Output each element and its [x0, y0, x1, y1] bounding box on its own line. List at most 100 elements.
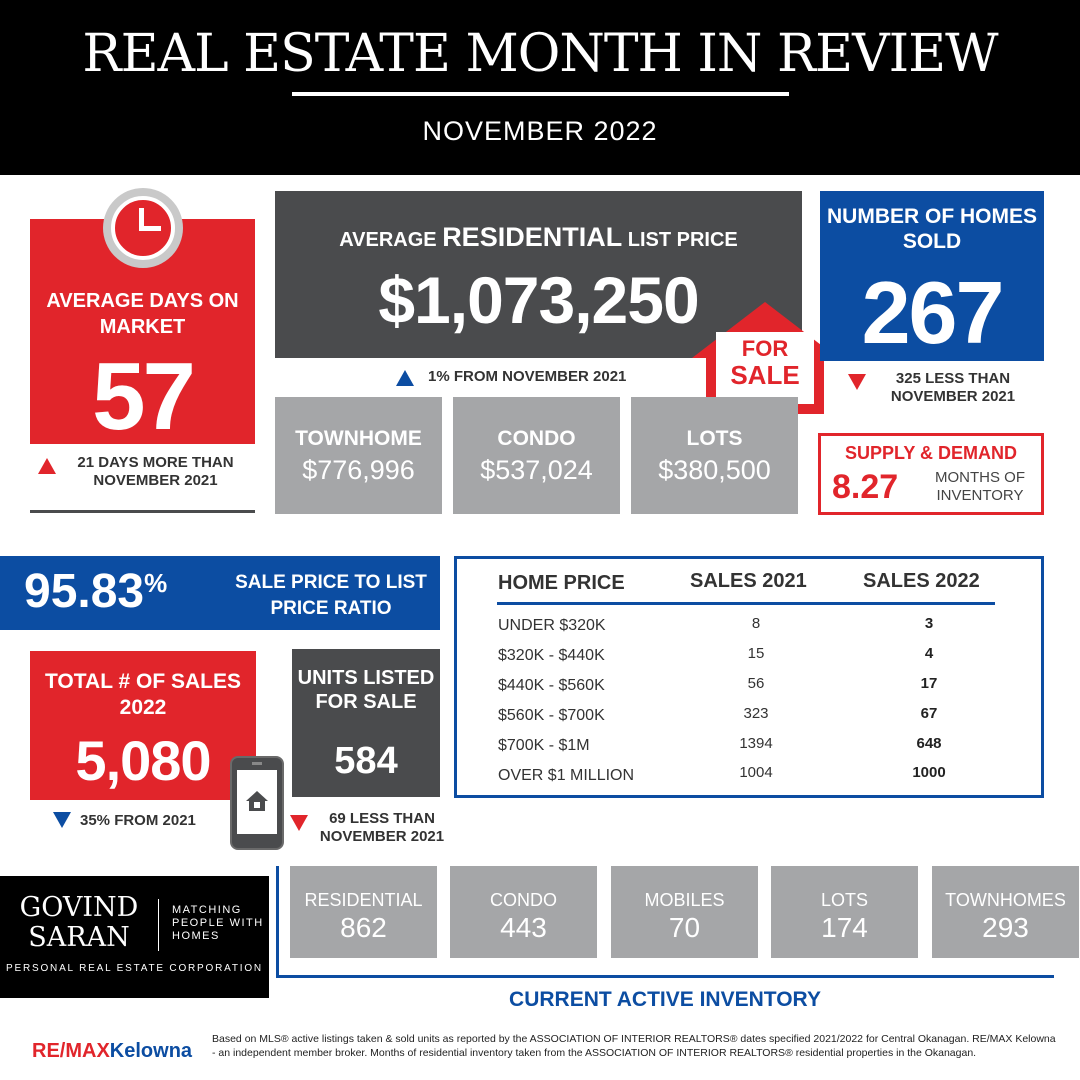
condo-price-card: CONDO $537,024 — [453, 397, 620, 514]
condo-price-value: $537,024 — [480, 455, 593, 485]
remax-logo-blue: Kelowna — [109, 1040, 193, 1062]
phone-speaker — [252, 762, 262, 765]
inventory-label: CONDO — [490, 890, 557, 910]
for-sale-sign — [716, 332, 814, 404]
total-sales-change: 35% FROM 2021 — [80, 812, 196, 829]
for-sale-line1: FOR — [741, 336, 789, 361]
inventory-value: 443 — [500, 912, 547, 943]
home-icon — [246, 791, 268, 811]
page-subtitle: NOVEMBER 2022 — [422, 116, 658, 146]
residential-price-value: $1,073,250 — [378, 263, 699, 337]
table-header-sales-2022: SALES 2022 — [863, 570, 980, 592]
page-title: REAL ESTATE MONTH IN REVIEW — [82, 24, 998, 84]
inventory-residential-card: RESIDENTIAL 862 — [290, 866, 437, 958]
up-arrow-icon — [38, 458, 56, 474]
days-on-market-label: AVERAGE DAYS ON MARKET — [46, 290, 239, 338]
brand-divider — [158, 899, 159, 951]
supply-demand-card — [818, 433, 1044, 515]
inventory-value: 174 — [821, 912, 868, 943]
table-header-sales-2021: SALES 2021 — [690, 570, 807, 592]
table-row-sales-2022: 1000 — [912, 764, 946, 781]
supply-demand-label: SUPPLY & DEMAND — [844, 443, 1018, 463]
table-row-range: $320K - $440K — [498, 647, 605, 664]
inventory-label: TOWNHOMES — [945, 890, 1066, 910]
brand-logo — [0, 876, 269, 998]
inventory-condo-card: CONDO 443 — [450, 866, 597, 958]
inventory-label: LOTS — [820, 890, 868, 910]
residential-label-big: RESIDENTIAL — [442, 222, 623, 252]
brand-tagline: MATCHING PEOPLE WITH HOMES — [172, 904, 264, 942]
inventory-lots-card: LOTS 174 — [771, 866, 918, 958]
townhome-price-value: $776,996 — [302, 455, 415, 485]
table-row-sales-2021: 1394 — [739, 735, 773, 752]
table-row-range: $700K - $1M — [498, 737, 590, 754]
days-on-market-value: 57 — [92, 343, 196, 450]
inventory-label: MOBILES — [644, 890, 725, 910]
down-arrow-icon — [53, 812, 71, 828]
ratio-value: 95.83% — [24, 564, 167, 619]
header-banner — [0, 0, 1080, 175]
disclaimer-text: Based on MLS® active listings taken & so… — [212, 1033, 1056, 1059]
for-sale-text: FOR SALE — [716, 336, 814, 390]
total-sales-value: 5,080 — [75, 729, 211, 792]
remax-logo-red: RE/MAX — [32, 1040, 110, 1062]
inventory-bracket-horizontal — [276, 975, 1054, 978]
inventory-townhomes-card: TOWNHOMES 293 — [932, 866, 1079, 958]
table-row-range: UNDER $320K — [498, 617, 606, 634]
brand-subtitle: PERSONAL REAL ESTATE CORPORATION — [6, 963, 263, 974]
down-arrow-icon — [848, 374, 866, 390]
residential-price-label: AVERAGE RESIDENTIAL LIST PRICE — [275, 222, 802, 253]
lots-price-value: $380,500 — [658, 455, 771, 485]
table-row-range: $560K - $700K — [498, 707, 605, 724]
table-header-home-price: HOME PRICE — [498, 572, 625, 594]
remax-logo: RE/MAXKelowna — [32, 1040, 192, 1063]
table-row-sales-2022: 3 — [924, 615, 934, 632]
units-listed-card — [292, 649, 440, 797]
days-on-market-underline — [30, 510, 255, 513]
clock-face — [111, 196, 175, 260]
table-row-sales-2021: 56 — [747, 675, 765, 692]
inventory-title: CURRENT ACTIVE INVENTORY — [509, 988, 821, 1011]
condo-price-label: CONDO — [497, 427, 576, 450]
inventory-value: 862 — [340, 912, 387, 943]
units-listed-change: 69 LESS THAN NOVEMBER 2021 — [319, 810, 445, 845]
townhome-price-label: TOWNHOME — [295, 427, 422, 450]
homes-sold-value: 267 — [861, 263, 1005, 362]
table-row-range: OVER $1 MILLION — [498, 767, 635, 784]
inventory-bracket-vertical — [276, 866, 279, 978]
table-row-sales-2021: 1004 — [739, 764, 773, 781]
brand-name-line1: GOVIND — [19, 892, 139, 923]
table-row-sales-2021: 15 — [747, 645, 765, 662]
supply-demand-sub: MONTHS OF INVENTORY — [935, 469, 1025, 504]
days-on-market-change: 21 DAYS MORE THAN NOVEMBER 2021 — [77, 454, 234, 489]
table-row-sales-2022: 67 — [920, 705, 938, 722]
residential-label-post: LIST PRICE — [627, 229, 738, 251]
table-header-rule — [497, 602, 995, 605]
lots-price-label: LOTS — [686, 427, 743, 450]
homes-sold-card — [820, 191, 1044, 361]
clock-hand-hour — [139, 208, 144, 230]
residential-label-pre: AVERAGE — [339, 229, 437, 251]
inventory-label: RESIDENTIAL — [304, 890, 423, 910]
table-row-sales-2022: 648 — [916, 735, 942, 752]
units-listed-label: UNITS LISTED FOR SALE — [297, 667, 435, 713]
inventory-value: 70 — [668, 912, 701, 943]
for-sale-line2: SALE — [730, 360, 800, 390]
homes-sold-label: NUMBER OF HOMES SOLD — [827, 205, 1037, 253]
units-listed-value: 584 — [334, 740, 398, 782]
homes-sold-change: 325 LESS THAN NOVEMBER 2021 — [890, 370, 1016, 405]
ratio-label: SALE PRICE TO LIST PRICE RATIO — [235, 572, 427, 619]
down-arrow-icon — [290, 815, 308, 831]
residential-price-change: 1% FROM NOVEMBER 2021 — [428, 368, 627, 385]
inventory-mobiles-card: MOBILES 70 — [611, 866, 758, 958]
title-divider — [292, 92, 789, 96]
total-sales-label: TOTAL # OF SALES 2022 — [44, 670, 242, 719]
inventory-value: 293 — [982, 912, 1029, 943]
total-sales-card — [30, 651, 256, 800]
table-row-sales-2022: 4 — [924, 645, 934, 662]
townhome-price-card: TOWNHOME $776,996 — [275, 397, 442, 514]
lots-price-card: LOTS $380,500 — [631, 397, 798, 514]
ratio-unit: % — [144, 568, 168, 598]
brand-name-line2: SARAN — [28, 922, 130, 953]
clock-hand-minute — [139, 226, 161, 231]
